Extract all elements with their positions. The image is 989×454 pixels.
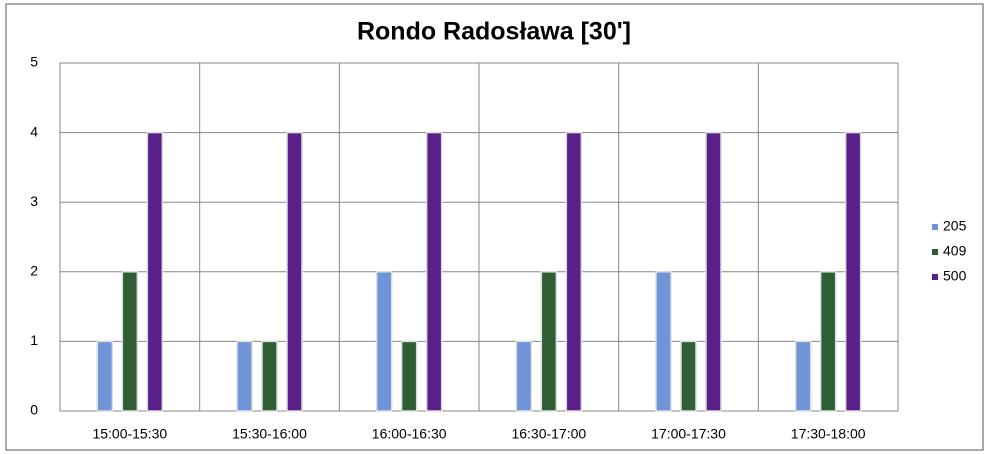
bar — [286, 131, 303, 412]
y-tick-label: 0 — [30, 402, 38, 418]
legend-label: 409 — [943, 243, 967, 259]
bar — [844, 131, 862, 412]
bar — [794, 340, 812, 412]
bar — [680, 340, 697, 412]
bar — [705, 131, 722, 412]
bar — [146, 131, 164, 412]
bar — [819, 271, 837, 412]
legend-swatch — [932, 249, 938, 255]
x-tick-label: 15:00-15:30 — [92, 426, 167, 442]
x-tick-label: 15:30-16:00 — [232, 426, 307, 442]
legend-label: 205 — [943, 218, 967, 234]
y-tick-label: 1 — [30, 332, 38, 348]
chart-border — [5, 3, 984, 451]
legend-label: 500 — [943, 268, 967, 284]
y-tick-label: 3 — [30, 193, 38, 209]
legend-swatch — [932, 224, 938, 230]
bar — [96, 340, 114, 412]
y-tick-label: 4 — [30, 123, 38, 139]
x-tick-label: 17:00-17:30 — [651, 426, 726, 442]
y-tick-label: 5 — [30, 54, 38, 70]
bar — [121, 271, 139, 412]
bar — [375, 271, 393, 412]
y-tick-label: 2 — [30, 263, 38, 279]
x-tick-label: 16:30-17:00 — [511, 426, 586, 442]
bar — [236, 340, 253, 412]
bar — [515, 340, 533, 412]
bar — [565, 131, 583, 412]
bar — [655, 271, 672, 412]
legend-swatch — [932, 274, 938, 280]
x-tick-label: 17:30-18:00 — [791, 426, 866, 442]
bar — [400, 340, 418, 412]
bar — [261, 340, 278, 412]
x-tick-label: 16:00-16:30 — [372, 426, 447, 442]
chart-title: Rondo Radosława [30'] — [357, 18, 631, 46]
bar — [540, 271, 558, 412]
bar — [425, 131, 443, 412]
